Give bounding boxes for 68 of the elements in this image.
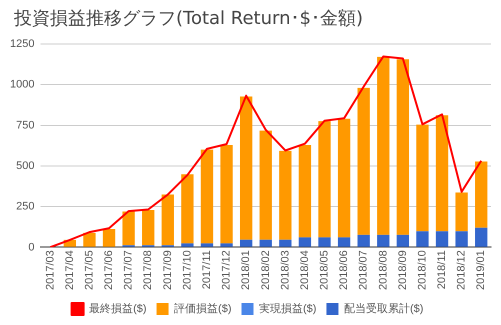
bar: [162, 194, 174, 246]
bar: [396, 59, 410, 235]
x-tick-label: 2018/06: [338, 250, 350, 290]
legend-label: 実現損益($): [259, 302, 316, 316]
x-tick-label: 2018/07: [358, 250, 370, 290]
y-tick-label: 750: [16, 119, 34, 132]
bar: [416, 124, 429, 232]
bar: [260, 130, 272, 240]
bar: [318, 237, 331, 247]
bar: [338, 237, 350, 247]
x-tick-label: 2018/04: [298, 250, 311, 290]
bar: [220, 144, 233, 244]
bar: [436, 231, 448, 247]
bar: [396, 234, 410, 247]
y-tick-label: 1000: [10, 78, 34, 91]
x-tick-label: 2017/10: [181, 250, 194, 290]
x-tick-label: 2018/11: [436, 250, 448, 290]
x-tick-label: 2017/07: [122, 250, 135, 290]
y-tick-label: 1250: [10, 38, 34, 50]
bar: [102, 229, 116, 247]
x-tick-label: 2017/03: [44, 250, 56, 290]
x-tick-label: 2018/10: [416, 250, 428, 290]
bar: [377, 234, 390, 247]
bar: [436, 115, 448, 232]
x-tick-label: 2018/01: [240, 250, 252, 290]
x-tick-label: 2017/05: [83, 250, 96, 290]
bar: [358, 88, 370, 235]
y-tick-label: 250: [16, 200, 34, 213]
legend-label: 配当受取累計($): [344, 302, 424, 316]
bar: [318, 121, 331, 238]
x-tick-label: 2017/06: [103, 250, 116, 290]
x-tick-label: 2017/09: [162, 250, 174, 290]
bar: [279, 240, 292, 247]
bar: [455, 231, 468, 247]
bar: [83, 232, 96, 247]
bar: [260, 240, 272, 247]
bar: [240, 240, 252, 247]
x-tick-label: 2018/05: [318, 250, 331, 290]
x-tick-label: 2018/02: [260, 250, 272, 290]
bar: [338, 118, 350, 238]
x-tick-label: 2019/01: [475, 250, 488, 290]
bar: [122, 211, 135, 246]
x-tick-label: 2018/12: [456, 250, 468, 290]
x-tick-label: 2017/12: [220, 250, 233, 290]
bar: [358, 234, 370, 247]
bar: [298, 144, 312, 238]
y-tick-label: 0: [28, 241, 34, 254]
bar: [240, 96, 252, 240]
bar: [475, 162, 488, 228]
chart-title: 投資損益推移グラフ(Total Return･$･金額): [14, 7, 363, 30]
x-tick-label: 2017/04: [64, 250, 76, 290]
x-tick-label: 2018/08: [377, 250, 390, 290]
x-tick-label: 2017/11: [201, 250, 213, 290]
bar: [298, 237, 312, 247]
x-tick-label: 2018/03: [279, 250, 292, 290]
bar: [475, 228, 488, 247]
legend-label: 評価損益($): [174, 302, 232, 316]
bar: [377, 56, 390, 235]
bar: [142, 210, 154, 246]
bar: [279, 150, 292, 240]
y-tick-label: 500: [16, 160, 34, 172]
bar: [200, 150, 214, 244]
bar: [181, 174, 194, 244]
bar: [455, 192, 468, 232]
legend-label: 最終損益($): [89, 303, 147, 316]
x-tick-label: 2017/08: [142, 250, 154, 290]
bar: [416, 231, 429, 247]
x-tick-label: 2018/09: [396, 250, 409, 290]
